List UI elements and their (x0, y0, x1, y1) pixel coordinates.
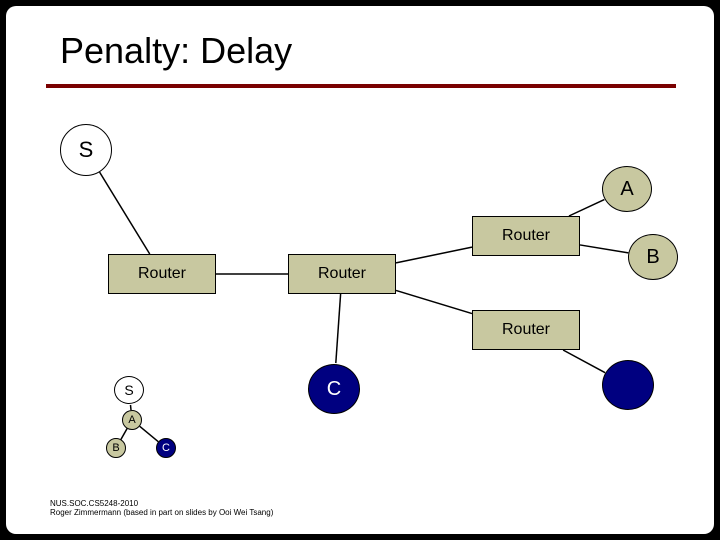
node-sS: S (114, 376, 144, 404)
node-R4: Router (472, 310, 580, 350)
node-R1: Router (108, 254, 216, 294)
slide: Penalty: Delay SABCRouterRouterRouterRou… (6, 6, 714, 534)
page-title: Penalty: Delay (60, 30, 292, 72)
footer-line2: Roger Zimmermann (based in part on slide… (50, 508, 273, 518)
node-D (602, 360, 654, 410)
title-rule (46, 84, 676, 88)
node-A: A (602, 166, 652, 212)
node-sA: A (122, 410, 142, 430)
node-S: S (60, 124, 112, 176)
footer-line1: NUS.SOC.CS5248-2010 (50, 499, 273, 509)
node-sB: B (106, 438, 126, 458)
node-sC: C (156, 438, 176, 458)
node-B: B (628, 234, 678, 280)
node-C: C (308, 364, 360, 414)
node-R3: Router (472, 216, 580, 256)
node-R2: Router (288, 254, 396, 294)
footer: NUS.SOC.CS5248-2010 Roger Zimmermann (ba… (50, 499, 273, 518)
